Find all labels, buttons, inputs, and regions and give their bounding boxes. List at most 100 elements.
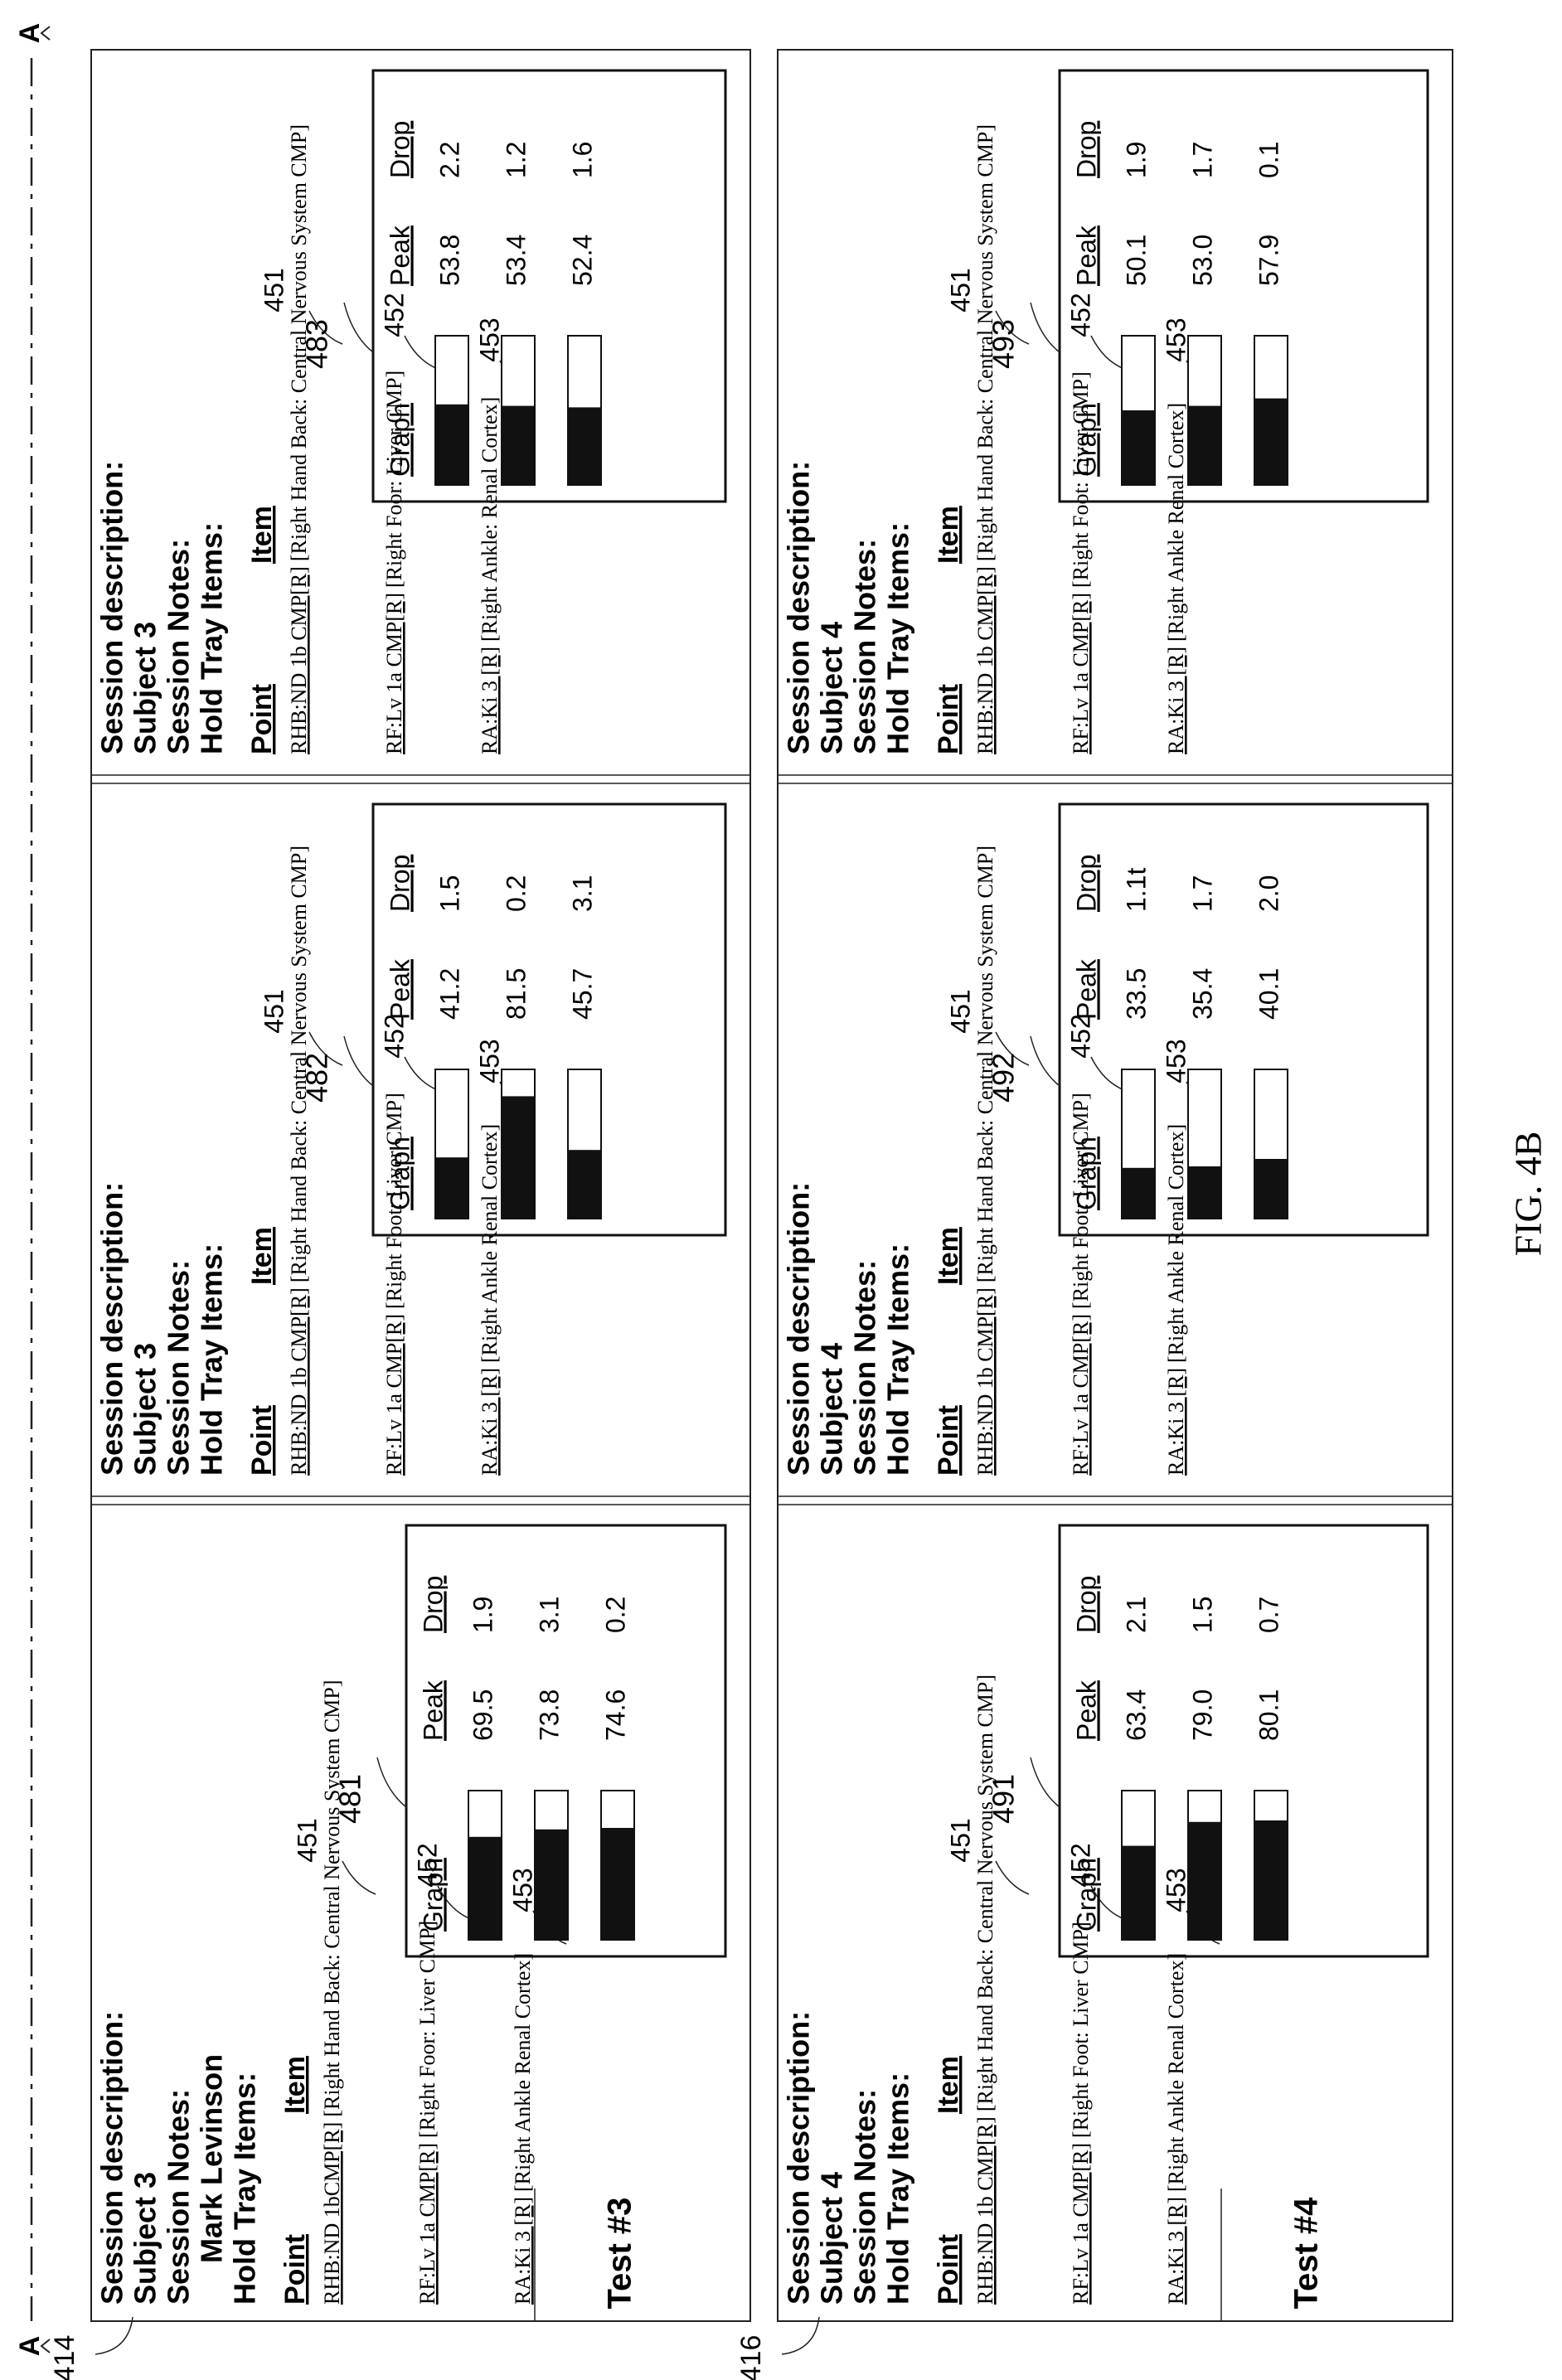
ref-leader — [95, 2316, 133, 2355]
point-code: RA:Ki 3 [R] — [478, 1368, 502, 1476]
graph-ref: 481 — [333, 1774, 367, 1824]
row-ref: 451 — [259, 268, 289, 312]
row-ref: 451 — [945, 989, 975, 1033]
peak-heading: Peak — [1071, 225, 1101, 286]
graph-heading: Graph — [1071, 403, 1101, 477]
graph-ref: 482 — [300, 1053, 334, 1103]
row-ref: 451 — [945, 1818, 975, 1862]
peak-heading: Peak — [385, 225, 415, 286]
bar-fill — [1254, 398, 1288, 485]
point-code: RF:Lv 1a CMP[R] — [415, 2143, 439, 2305]
row-ref: 452 — [379, 293, 409, 337]
row-text: RHB:ND 1b CMP[R] [Right Hand Back: Centra… — [973, 124, 997, 754]
peak-value: 35.4 — [1187, 968, 1217, 1020]
ref-leader — [995, 310, 1030, 345]
point-code: RA:Ki 3 [R] — [1164, 647, 1188, 754]
drop-value: 3.1 — [567, 875, 597, 912]
item-heading: Item — [933, 506, 964, 564]
item-description: [Right Foot: Liver CMP] — [1069, 371, 1093, 588]
point-code: RA:Ki 3 [R] — [1164, 1368, 1188, 1476]
peak-value: 57.9 — [1254, 235, 1283, 286]
ref-leader — [437, 1885, 472, 1920]
drop-value: 1.7 — [1187, 142, 1217, 178]
graph-heading: Graph — [1071, 1137, 1101, 1210]
bar-fill — [1188, 1166, 1221, 1219]
session-description-label: Session description: — [95, 461, 129, 754]
row-text: RA:Ki 3 [R] [Right Ankle Renal Cortex] — [478, 1124, 502, 1476]
hold-tray-items-label: Hold Tray Items: — [195, 522, 229, 754]
item-description: [Right Ankle Renal Cortex] — [1164, 1124, 1188, 1363]
row-text: RHB:ND 1b CMP[R] [Right Hand Back: Centra… — [287, 124, 311, 754]
drop-value: 1.6 — [567, 142, 597, 178]
session-notes-value: Mark Levinson — [195, 2054, 229, 2263]
row-text: RHB:ND 1b CMP[R] [Right Hand Back: Centra… — [973, 1675, 997, 2305]
bar-fill — [435, 1157, 468, 1219]
subject-label: Subject 3 — [129, 2172, 163, 2305]
bar-fill — [502, 405, 535, 485]
row-text: RF:Lv 1a CMP[R] [Right Foor: Liver CMP] — [415, 1921, 439, 2305]
item-description: [Right Foot: Liver CMP] — [382, 1093, 406, 1309]
point-code: RA:Ki 3 [R] — [1164, 2197, 1188, 2305]
ref-leader — [1030, 1757, 1060, 1808]
session-notes-label: Session Notes: — [162, 539, 196, 754]
drop-value: 1.9 — [468, 1597, 497, 1633]
point-code: RA:Ki 3 [R] — [511, 2197, 535, 2305]
drop-value: 1.1t — [1121, 868, 1151, 912]
peak-value: 80.1 — [1254, 1689, 1283, 1741]
graph-heading: Graph — [418, 1858, 448, 1932]
ref-leader — [1030, 1035, 1060, 1087]
row-ref: 453 — [507, 1868, 537, 1912]
session-description-label: Session description: — [95, 1182, 129, 1476]
item-description: [Right Hand Back: Central Nervous System… — [320, 1680, 344, 2116]
drop-value: 3.1 — [534, 1597, 564, 1633]
item-description: [Right Hand Back: Central Nervous System… — [973, 1675, 997, 2111]
arrow-icon — [40, 2339, 51, 2353]
point-code: RA:Ki 3 [R] — [478, 647, 502, 754]
item-heading: Item — [279, 2056, 311, 2114]
peak-value: 53.4 — [501, 235, 531, 286]
point-heading: Point — [279, 2234, 311, 2305]
graph-box — [1058, 1524, 1429, 1958]
drop-value: 1.9 — [1121, 142, 1151, 178]
row-text: RF:Lv 1a CMP[R] [Right Foot: Liver CMP] — [1069, 371, 1093, 754]
item-description: [Right Hand Back: Central Nervous System… — [973, 846, 997, 1282]
row-ref: 452 — [412, 1843, 442, 1887]
item-description: [Right Foot: Liver CMP] — [1069, 1922, 1093, 2138]
peak-heading: Peak — [1071, 958, 1101, 1020]
session-notes-label: Session Notes: — [848, 539, 882, 754]
graph-ref: 492 — [987, 1053, 1021, 1103]
ref-leader — [1090, 1056, 1125, 1091]
point-heading: Point — [933, 684, 964, 754]
hold-tray-items-label: Hold Tray Items: — [881, 522, 915, 754]
bar-fill — [1122, 1167, 1155, 1219]
drop-value: 1.2 — [501, 142, 531, 178]
item-description: [Right Foot: Liver CMP] — [1069, 1093, 1093, 1309]
bar-fill — [1188, 405, 1221, 485]
peak-heading: Peak — [418, 1680, 448, 1741]
point-code: RHB:ND 1b CMP[R] — [287, 566, 311, 754]
item-description: [Right Foor: Liver CMP] — [382, 371, 406, 588]
ref-leader — [995, 1860, 1030, 1895]
row-ref: 452 — [1065, 1843, 1095, 1887]
row-ref: 453 — [1161, 1039, 1191, 1083]
peak-value: 45.7 — [567, 968, 597, 1020]
point-code: RF:Lv 1a CMP[R] — [1069, 593, 1093, 754]
hold-tray-items-label: Hold Tray Items: — [881, 1243, 915, 1476]
drop-value: 1.7 — [1187, 875, 1217, 912]
ref-leader — [343, 302, 374, 353]
graph-box — [1058, 802, 1429, 1237]
bar-fill — [1122, 1845, 1155, 1940]
point-heading: Point — [246, 1405, 278, 1476]
ref-leader — [995, 1031, 1030, 1066]
row-text: RA:Ki 3 [R] [Right Ankle Renal Cortex] — [1164, 1124, 1188, 1476]
peak-value: 52.4 — [567, 235, 597, 286]
row-ref: 451 — [292, 1818, 322, 1862]
drop-value: 1.5 — [1187, 1597, 1217, 1633]
item-description: [Right Ankle Renal Cortex] — [511, 1953, 535, 2192]
ref-leader — [404, 335, 439, 370]
graph-heading: Graph — [385, 403, 415, 477]
bar-fill — [1122, 410, 1155, 485]
row-text: RA:Ki 3 [R] [Right Ankle Renal Cortex] — [511, 1953, 535, 2305]
point-code: RF:Lv 1a CMP[R] — [382, 1314, 406, 1476]
row-ref: 451 — [259, 989, 289, 1033]
